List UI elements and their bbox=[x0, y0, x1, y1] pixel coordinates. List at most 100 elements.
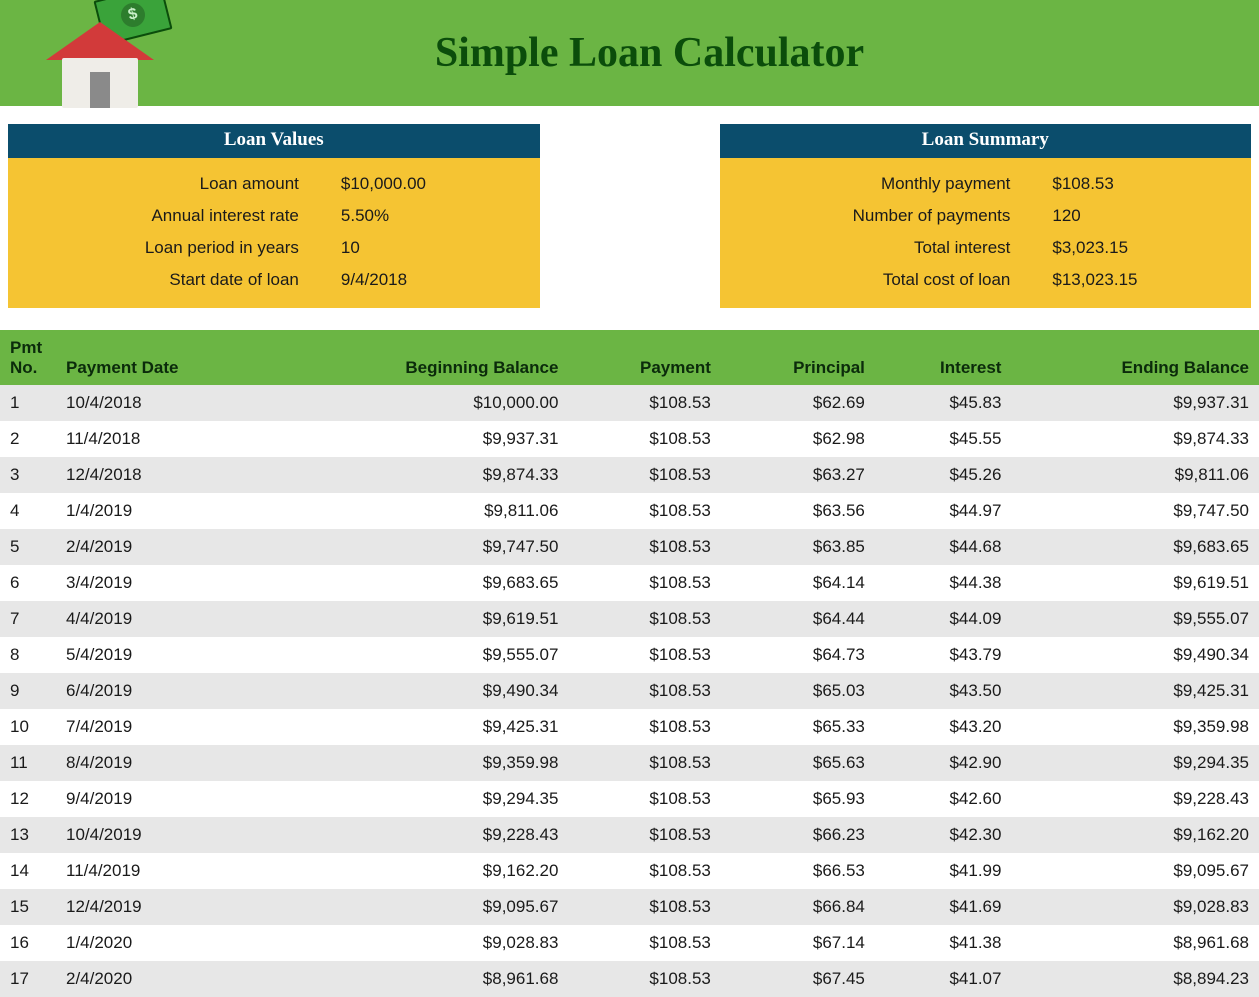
table-row: 118/4/2019$9,359.98$108.53$65.63$42.90$9… bbox=[0, 745, 1259, 781]
loan-values-body: Loan amount$10,000.00Annual interest rat… bbox=[8, 158, 540, 308]
table-row: 74/4/2019$9,619.51$108.53$64.44$44.09$9,… bbox=[0, 601, 1259, 637]
loan-summary-value: $13,023.15 bbox=[1038, 270, 1251, 290]
loan-values-panel: Loan Values Loan amount$10,000.00Annual … bbox=[8, 124, 540, 308]
loan-values-label: Loan period in years bbox=[8, 238, 327, 258]
table-cell: $44.97 bbox=[875, 493, 1012, 529]
table-cell: $64.73 bbox=[721, 637, 875, 673]
loan-values-row: Annual interest rate5.50% bbox=[8, 200, 540, 232]
table-cell: 6 bbox=[0, 565, 56, 601]
table-cell: $108.53 bbox=[568, 745, 720, 781]
house-money-icon bbox=[40, 0, 180, 108]
table-cell: $108.53 bbox=[568, 889, 720, 925]
table-cell: $9,228.43 bbox=[278, 817, 568, 853]
table-cell: $45.55 bbox=[875, 421, 1012, 457]
loan-values-value: 10 bbox=[327, 238, 540, 258]
amortization-column-header: Interest bbox=[875, 330, 1012, 385]
table-cell: $65.63 bbox=[721, 745, 875, 781]
loan-summary-label: Total interest bbox=[720, 238, 1039, 258]
table-cell: $45.26 bbox=[875, 457, 1012, 493]
table-cell: $108.53 bbox=[568, 709, 720, 745]
page-title: Simple Loan Calculator bbox=[180, 29, 1259, 77]
table-cell: 2/4/2020 bbox=[56, 961, 278, 997]
loan-values-value: 9/4/2018 bbox=[327, 270, 540, 290]
table-cell: 10 bbox=[0, 709, 56, 745]
table-cell: $66.23 bbox=[721, 817, 875, 853]
table-cell: $108.53 bbox=[568, 421, 720, 457]
table-cell: 2/4/2019 bbox=[56, 529, 278, 565]
table-row: 211/4/2018$9,937.31$108.53$62.98$45.55$9… bbox=[0, 421, 1259, 457]
table-cell: $44.38 bbox=[875, 565, 1012, 601]
table-cell: 1/4/2019 bbox=[56, 493, 278, 529]
table-cell: $108.53 bbox=[568, 637, 720, 673]
table-cell: $42.30 bbox=[875, 817, 1012, 853]
table-cell: 8/4/2019 bbox=[56, 745, 278, 781]
table-row: 41/4/2019$9,811.06$108.53$63.56$44.97$9,… bbox=[0, 493, 1259, 529]
table-cell: $67.45 bbox=[721, 961, 875, 997]
table-cell: $8,894.23 bbox=[1011, 961, 1259, 997]
table-cell: 2 bbox=[0, 421, 56, 457]
table-cell: $9,359.98 bbox=[278, 745, 568, 781]
table-row: 1310/4/2019$9,228.43$108.53$66.23$42.30$… bbox=[0, 817, 1259, 853]
table-cell: $65.03 bbox=[721, 673, 875, 709]
amortization-column-header: Beginning Balance bbox=[278, 330, 568, 385]
table-cell: $9,747.50 bbox=[278, 529, 568, 565]
table-cell: $43.79 bbox=[875, 637, 1012, 673]
table-cell: 3/4/2019 bbox=[56, 565, 278, 601]
loan-summary-label: Number of payments bbox=[720, 206, 1039, 226]
table-cell: $42.60 bbox=[875, 781, 1012, 817]
table-row: 96/4/2019$9,490.34$108.53$65.03$43.50$9,… bbox=[0, 673, 1259, 709]
table-row: 1512/4/2019$9,095.67$108.53$66.84$41.69$… bbox=[0, 889, 1259, 925]
table-cell: $9,425.31 bbox=[1011, 673, 1259, 709]
table-cell: 3 bbox=[0, 457, 56, 493]
amortization-table-head: PmtNo.Payment DateBeginning BalancePayme… bbox=[0, 330, 1259, 385]
loan-summary-row: Number of payments120 bbox=[720, 200, 1252, 232]
table-cell: $9,490.34 bbox=[278, 673, 568, 709]
table-cell: $10,000.00 bbox=[278, 385, 568, 421]
table-cell: 16 bbox=[0, 925, 56, 961]
table-cell: $63.27 bbox=[721, 457, 875, 493]
table-cell: 5/4/2019 bbox=[56, 637, 278, 673]
table-cell: $43.50 bbox=[875, 673, 1012, 709]
loan-values-value: 5.50% bbox=[327, 206, 540, 226]
table-cell: $9,811.06 bbox=[1011, 457, 1259, 493]
table-row: 161/4/2020$9,028.83$108.53$67.14$41.38$8… bbox=[0, 925, 1259, 961]
table-cell: 9/4/2019 bbox=[56, 781, 278, 817]
table-cell: 15 bbox=[0, 889, 56, 925]
table-cell: $9,228.43 bbox=[1011, 781, 1259, 817]
table-cell: $9,555.07 bbox=[278, 637, 568, 673]
table-cell: $41.99 bbox=[875, 853, 1012, 889]
table-cell: 9 bbox=[0, 673, 56, 709]
amortization-column-header: PmtNo. bbox=[0, 330, 56, 385]
table-cell: $108.53 bbox=[568, 817, 720, 853]
table-cell: 6/4/2019 bbox=[56, 673, 278, 709]
table-cell: $8,961.68 bbox=[278, 961, 568, 997]
table-row: 110/4/2018$10,000.00$108.53$62.69$45.83$… bbox=[0, 385, 1259, 421]
table-cell: $108.53 bbox=[568, 493, 720, 529]
table-cell: 11 bbox=[0, 745, 56, 781]
loan-summary-value: $3,023.15 bbox=[1038, 238, 1251, 258]
amortization-column-header: Payment Date bbox=[56, 330, 278, 385]
table-cell: 10/4/2019 bbox=[56, 817, 278, 853]
table-cell: $45.83 bbox=[875, 385, 1012, 421]
table-cell: $9,555.07 bbox=[1011, 601, 1259, 637]
table-cell: $64.44 bbox=[721, 601, 875, 637]
loan-summary-label: Total cost of loan bbox=[720, 270, 1039, 290]
table-cell: $41.07 bbox=[875, 961, 1012, 997]
table-row: 107/4/2019$9,425.31$108.53$65.33$43.20$9… bbox=[0, 709, 1259, 745]
amortization-column-header: Ending Balance bbox=[1011, 330, 1259, 385]
loan-values-row: Loan amount$10,000.00 bbox=[8, 168, 540, 200]
table-cell: $108.53 bbox=[568, 601, 720, 637]
table-cell: $62.98 bbox=[721, 421, 875, 457]
table-cell: 8 bbox=[0, 637, 56, 673]
table-cell: 4/4/2019 bbox=[56, 601, 278, 637]
loan-summary-panel: Loan Summary Monthly payment$108.53Numbe… bbox=[720, 124, 1252, 308]
table-cell: $9,028.83 bbox=[1011, 889, 1259, 925]
table-cell: 5 bbox=[0, 529, 56, 565]
loan-summary-row: Monthly payment$108.53 bbox=[720, 168, 1252, 200]
table-cell: $9,294.35 bbox=[278, 781, 568, 817]
table-cell: $63.56 bbox=[721, 493, 875, 529]
loan-values-row: Loan period in years10 bbox=[8, 232, 540, 264]
table-cell: $9,937.31 bbox=[1011, 385, 1259, 421]
table-cell: $108.53 bbox=[568, 925, 720, 961]
table-cell: $63.85 bbox=[721, 529, 875, 565]
